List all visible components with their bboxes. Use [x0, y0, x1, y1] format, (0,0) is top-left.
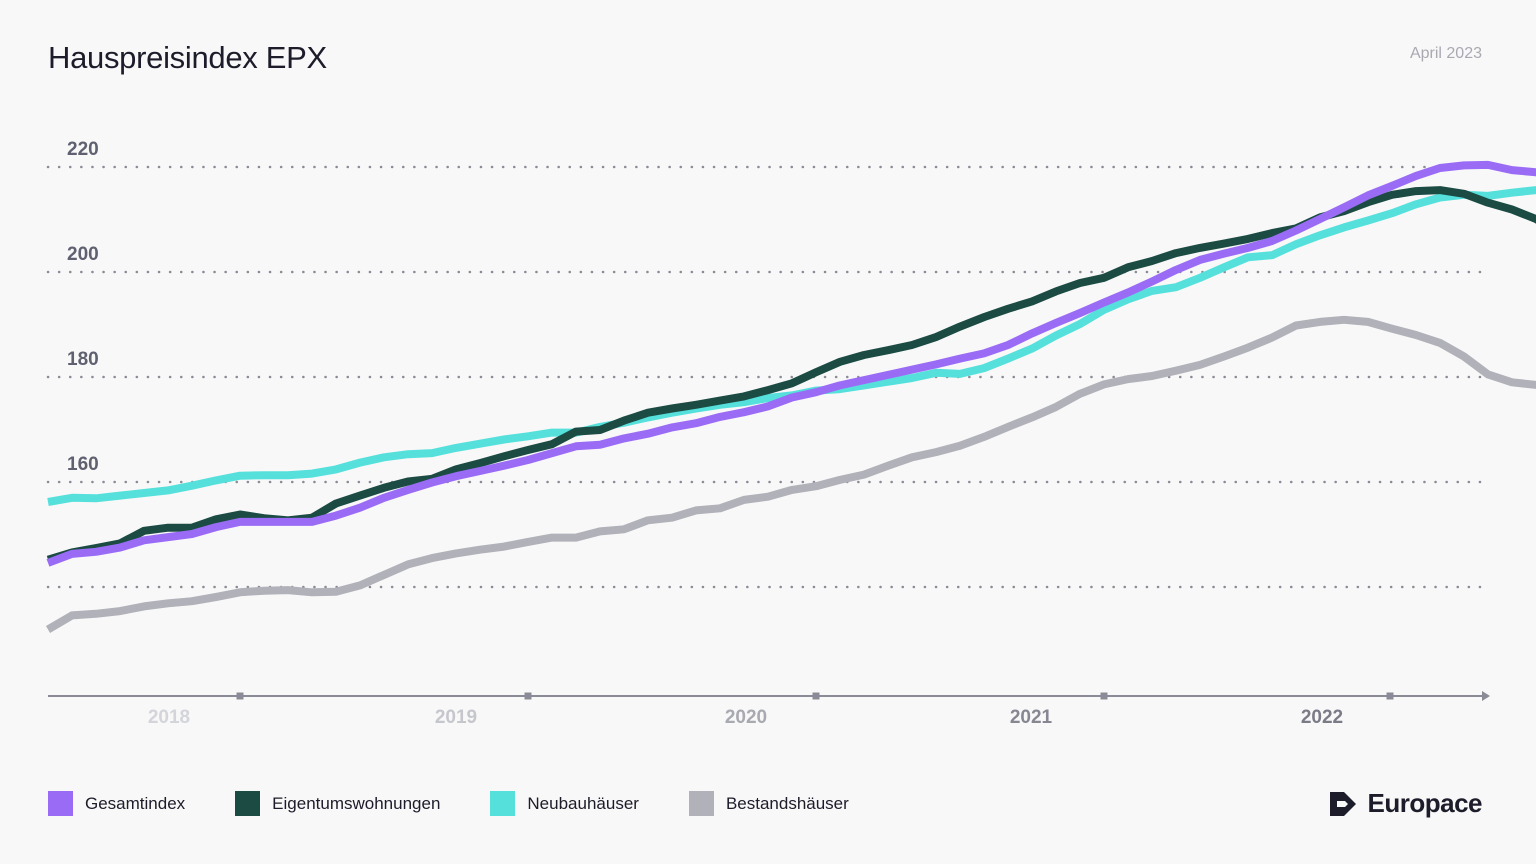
- y-tick-label: 180: [67, 349, 99, 370]
- x-tick-label: 2019: [435, 707, 477, 728]
- legend: Gesamtindex Eigentumswohnungen Neubauhäu…: [48, 791, 899, 816]
- europace-logo-icon: [1329, 791, 1356, 816]
- legend-item-bestandshaeuser: Bestandshäuser: [688, 791, 849, 816]
- legend-swatch-eigentumswohnungen: [235, 791, 261, 816]
- chart-title: Hauspreisindex EPX: [48, 40, 327, 75]
- series-line-eigentumswohnungen: [46, 186, 1536, 564]
- y-tick-label: 220: [67, 139, 99, 160]
- legend-label: Eigentumswohnungen: [272, 793, 441, 813]
- brand-name: Europace: [1367, 788, 1483, 818]
- x-axis-marker: [524, 692, 532, 700]
- legend-swatch-gesamtindex: [48, 791, 73, 816]
- line-chart: 160 180 200 220 2018 2019 2020 2021 2022: [45, 139, 1536, 728]
- y-tick-label: 160: [67, 454, 99, 475]
- x-tick-label: 2018: [148, 707, 190, 728]
- legend-label: Bestandshäuser: [725, 793, 849, 813]
- legend-item-gesamtindex: Gesamtindex: [48, 791, 185, 816]
- x-axis-marker: [1100, 692, 1108, 700]
- x-tick-label: 2022: [1301, 707, 1343, 728]
- x-axis-marker: [1386, 692, 1394, 700]
- series-lines: [45, 160, 1536, 633]
- legend-label: Gesamtindex: [85, 793, 186, 813]
- legend-item-eigentumswohnungen: Eigentumswohnungen: [235, 791, 440, 816]
- legend-swatch-neubauhaeuser: [490, 791, 516, 816]
- x-axis-marker: [236, 692, 244, 700]
- series-line-neubauhäuser: [47, 186, 1536, 506]
- x-axis-arrow: [1482, 691, 1490, 701]
- x-tick-label: 2021: [1010, 707, 1053, 728]
- legend-item-neubauhaeuser: Neubauhäuser: [490, 791, 639, 816]
- legend-swatch-bestandshaeuser: [688, 791, 714, 816]
- y-axis-ticks: 160 180 200 220: [67, 139, 99, 475]
- legend-label: Neubauhäuser: [527, 793, 639, 813]
- report-date: April 2023: [1409, 45, 1482, 62]
- series-line-bestandshäuser: [45, 315, 1536, 633]
- brand-logo: Europace: [1329, 788, 1483, 819]
- x-axis-marker: [812, 692, 820, 700]
- series-line-gesamtindex: [46, 160, 1536, 567]
- x-tick-label: 2020: [725, 707, 767, 728]
- y-tick-label: 200: [67, 244, 99, 265]
- x-axis: 2018 2019 2020 2021 2022: [48, 691, 1490, 728]
